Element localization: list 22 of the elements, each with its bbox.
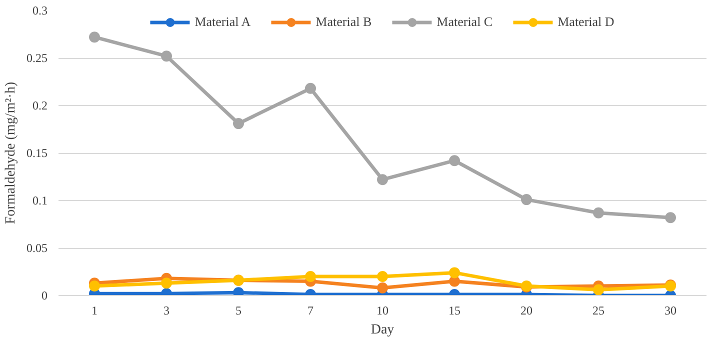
legend-label: Material A xyxy=(194,14,251,30)
legend-label: Material D xyxy=(558,14,614,30)
x-tick-label: 7 xyxy=(308,304,314,318)
x-tick-label: 5 xyxy=(236,304,242,318)
y-tick-label: 0.1 xyxy=(32,194,48,208)
x-tick-label: 20 xyxy=(520,304,532,318)
y-axis-title: Formaldehyde (mg/m²·h) xyxy=(4,82,18,224)
x-tick-label: 15 xyxy=(448,304,460,318)
x-tick-label: 3 xyxy=(164,304,170,318)
y-tick-label: 0.25 xyxy=(26,51,48,65)
legend-label: Material C xyxy=(436,14,493,30)
x-tick-label: 30 xyxy=(664,304,676,318)
x-tick-label: 10 xyxy=(376,304,388,318)
y-tick-label: 0.15 xyxy=(26,146,48,160)
x-axis-title: Day xyxy=(370,322,394,338)
legend-label: Material B xyxy=(316,14,372,30)
y-tick-label: 0.2 xyxy=(32,98,48,112)
x-tick-label: 25 xyxy=(592,304,604,318)
y-tick-label: 0.3 xyxy=(32,4,48,18)
y-tick-label: 0.05 xyxy=(26,241,48,255)
x-tick-label: 1 xyxy=(92,304,98,318)
y-tick-label: 0 xyxy=(42,288,48,302)
